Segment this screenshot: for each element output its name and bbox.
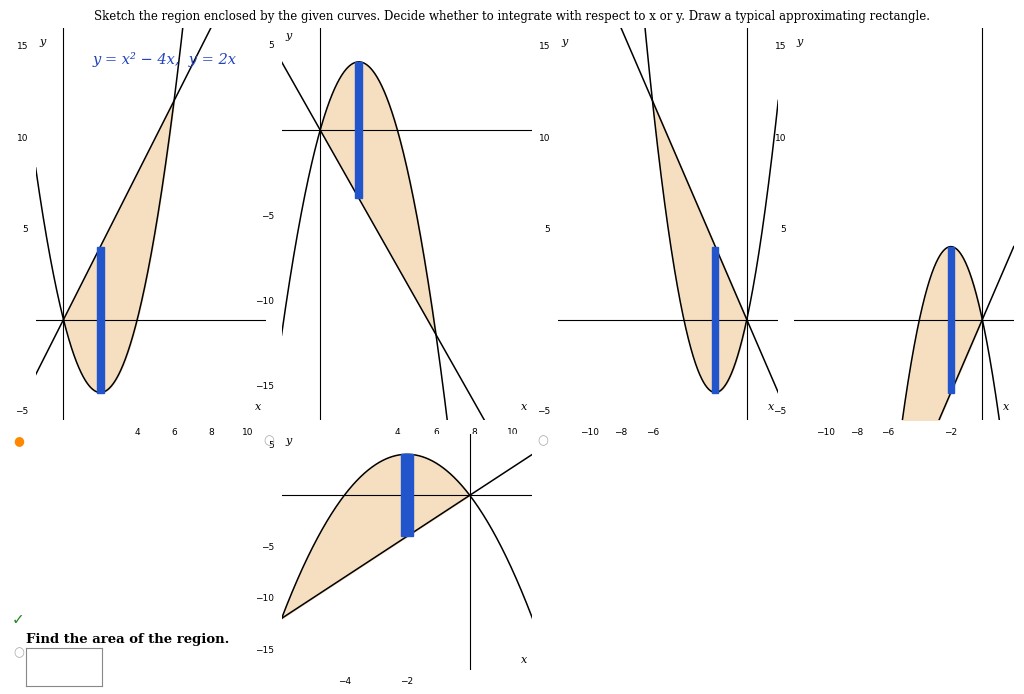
Text: y = x² − 4x,  y = 2x: y = x² − 4x, y = 2x (92, 52, 237, 67)
Bar (713, 246, 718, 393)
Text: y: y (286, 436, 292, 446)
Text: ○: ○ (538, 434, 548, 447)
Text: x: x (1004, 402, 1010, 412)
Text: x: x (768, 402, 774, 412)
Text: Find the area of the region.: Find the area of the region. (26, 633, 229, 646)
Text: Sketch the region enclosed by the given curves. Decide whether to integrate with: Sketch the region enclosed by the given … (94, 10, 930, 24)
Bar (401, 455, 413, 536)
Text: ○: ○ (13, 646, 24, 659)
Text: y: y (561, 37, 567, 46)
Bar (948, 246, 953, 393)
Text: y: y (286, 31, 292, 41)
Bar (355, 62, 362, 198)
Text: ✓: ✓ (12, 611, 25, 627)
Text: x: x (521, 655, 527, 665)
Text: ●: ● (13, 434, 24, 447)
Text: x: x (255, 402, 262, 412)
Text: ○: ○ (263, 434, 273, 447)
Bar (97, 246, 103, 393)
Text: y: y (797, 37, 803, 46)
Text: y: y (39, 37, 45, 46)
Text: x: x (521, 402, 527, 412)
